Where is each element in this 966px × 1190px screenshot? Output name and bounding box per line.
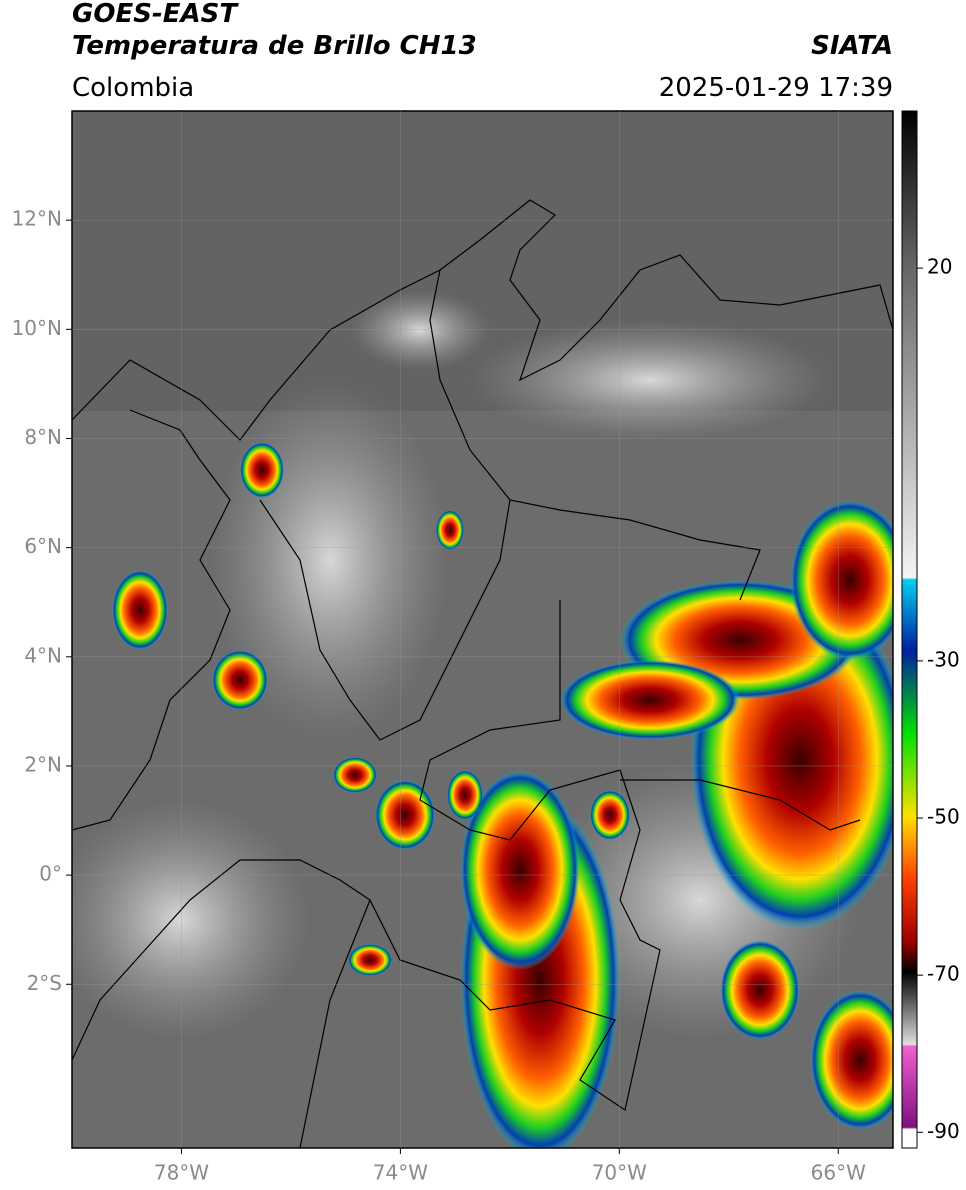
map-frame — [71, 110, 894, 1149]
colorbar — [901, 110, 918, 1149]
y-tick-label: 10°N — [12, 316, 62, 340]
colorbar-tick-label: -90 — [927, 1119, 960, 1143]
y-tick-label: 6°N — [24, 534, 62, 558]
colorbar-tick-label: -30 — [927, 647, 960, 671]
x-tick-label: 78°W — [154, 1161, 209, 1185]
satellite-image — [72, 111, 893, 1148]
colorbar-tick-label: -50 — [927, 805, 960, 829]
region: Colombia — [72, 73, 194, 103]
y-tick-label: 2°N — [24, 752, 62, 776]
y-tick-label: 8°N — [24, 425, 62, 449]
title: GOES-EAST — [72, 0, 239, 29]
timestamp: 2025-01-29 17:39 — [659, 73, 893, 103]
y-tick-label: 2°S — [27, 971, 62, 995]
colorbar-tick-label: 20 — [927, 255, 952, 279]
subtitle: Temperatura de Brillo CH13 — [72, 31, 477, 61]
x-tick-label: 66°W — [811, 1161, 866, 1185]
y-tick-label: 12°N — [12, 207, 62, 231]
y-tick-label: 0° — [39, 862, 62, 886]
x-tick-label: 74°W — [373, 1161, 428, 1185]
x-tick-label: 70°W — [592, 1161, 647, 1185]
source: SIATA — [811, 31, 893, 61]
colorbar-tick-label: -70 — [927, 962, 960, 986]
y-tick-label: 4°N — [24, 643, 62, 667]
